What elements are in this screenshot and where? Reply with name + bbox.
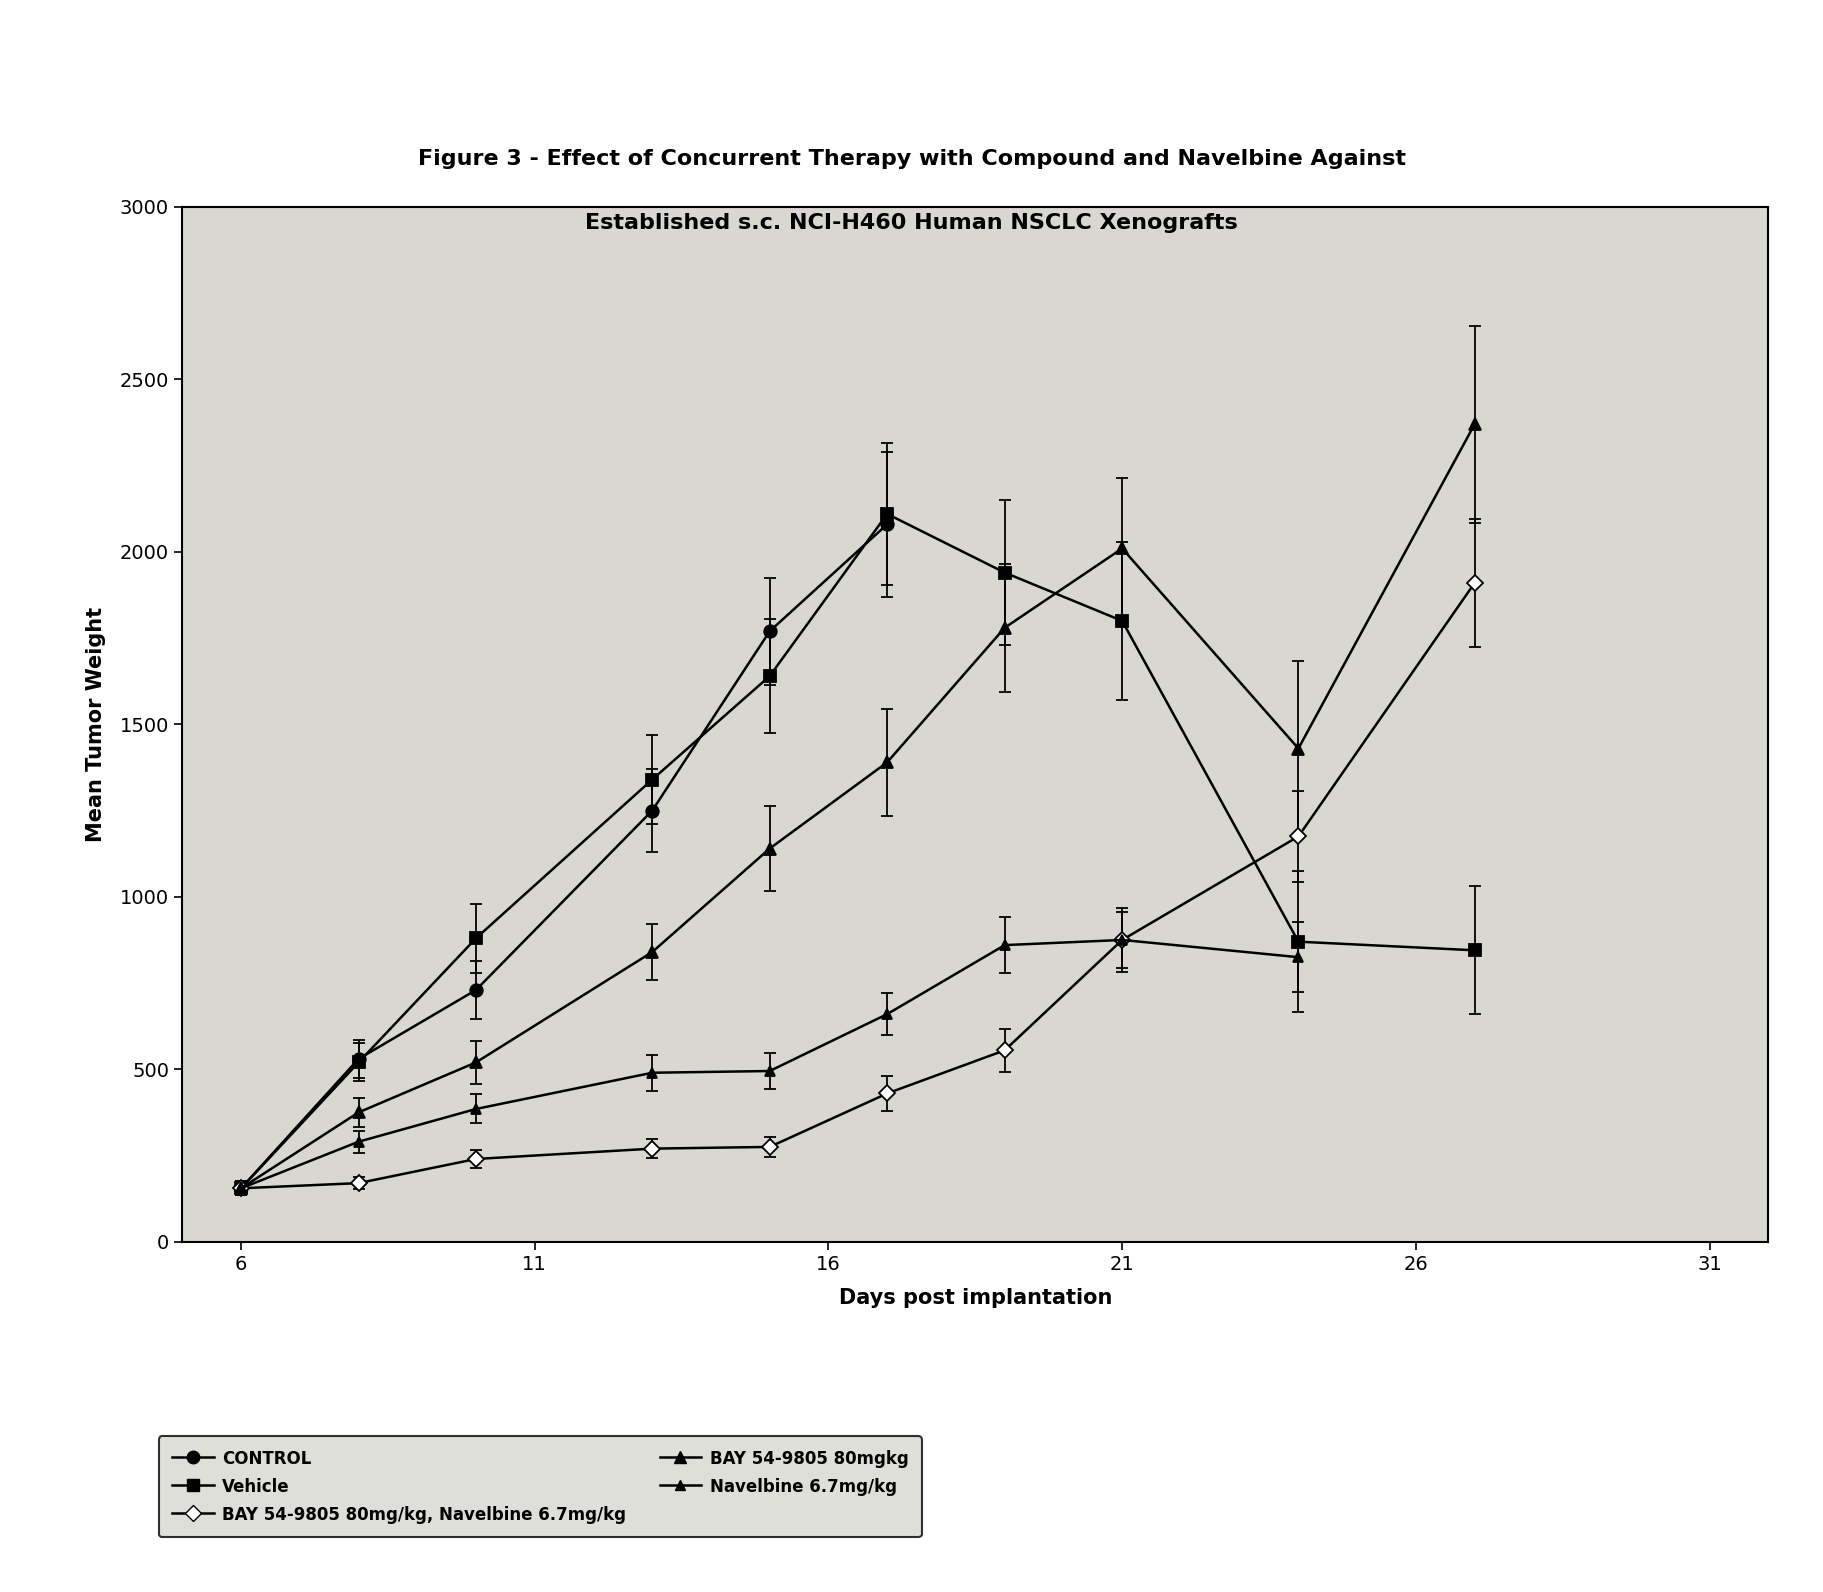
Text: Established s.c. NCI-H460 Human NSCLC Xenografts: Established s.c. NCI-H460 Human NSCLC Xe… <box>585 213 1238 232</box>
Text: Figure 3 - Effect of Concurrent Therapy with Compound and Navelbine Against: Figure 3 - Effect of Concurrent Therapy … <box>417 150 1406 169</box>
X-axis label: Days post implantation: Days post implantation <box>839 1288 1112 1309</box>
Legend: CONTROL, Vehicle, BAY 54-9805 80mg/kg, Navelbine 6.7mg/kg, BAY 54-9805 80mgkg, N: CONTROL, Vehicle, BAY 54-9805 80mg/kg, N… <box>159 1436 922 1536</box>
Y-axis label: Mean Tumor Weight: Mean Tumor Weight <box>86 607 106 842</box>
